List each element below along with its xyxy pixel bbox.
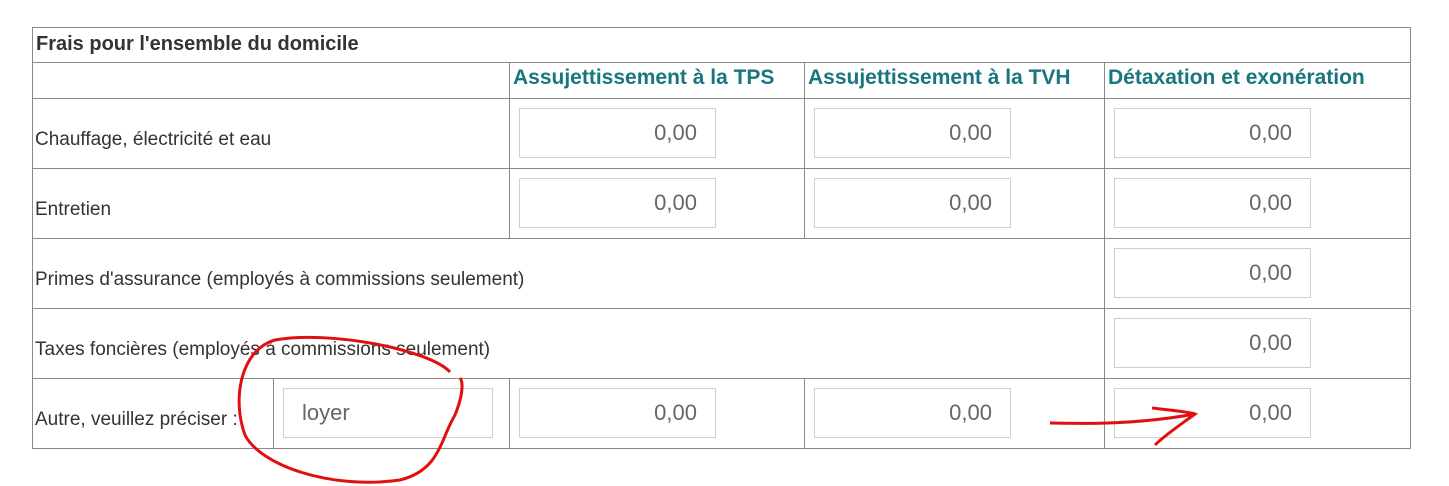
- divider: [32, 238, 1411, 239]
- table-border: [32, 27, 1411, 28]
- entretien-tvh-input[interactable]: 0,00: [814, 178, 1011, 228]
- row-label-taxes-foncieres: Taxes foncières (employés à commissions …: [35, 339, 491, 360]
- autre-tps-input[interactable]: 0,00: [519, 388, 716, 438]
- row-label-autre: Autre, veuillez préciser :: [35, 409, 238, 430]
- divider: [1410, 27, 1411, 449]
- autre-detaxation-input[interactable]: 0,00: [1114, 388, 1311, 438]
- row-label-entretien: Entretien: [35, 199, 112, 220]
- entretien-detaxation-input[interactable]: 0,00: [1114, 178, 1311, 228]
- autre-tvh-input[interactable]: 0,00: [814, 388, 1011, 438]
- column-header-tps: Assujettissement à la TPS: [513, 66, 775, 89]
- chauffage-tvh-input[interactable]: 0,00: [814, 108, 1011, 158]
- divider: [1104, 62, 1105, 449]
- divider: [32, 62, 1411, 63]
- entretien-tps-input[interactable]: 0,00: [519, 178, 716, 228]
- chauffage-detaxation-input[interactable]: 0,00: [1114, 108, 1311, 158]
- column-header-tvh: Assujettissement à la TVH: [808, 66, 1071, 89]
- divider: [273, 378, 274, 449]
- column-header-detaxation: Détaxation et exonération: [1108, 66, 1365, 89]
- divider: [804, 378, 805, 449]
- divider: [804, 62, 805, 238]
- autre-specify-input[interactable]: loyer: [283, 388, 493, 438]
- divider: [509, 62, 510, 238]
- divider: [32, 378, 1411, 379]
- section-title: Frais pour l'ensemble du domicile: [36, 33, 359, 55]
- chauffage-tps-input[interactable]: 0,00: [519, 108, 716, 158]
- row-label-assurance: Primes d'assurance (employés à commissio…: [35, 269, 525, 290]
- divider: [32, 168, 1411, 169]
- divider: [32, 98, 1411, 99]
- divider: [509, 378, 510, 449]
- row-label-chauffage: Chauffage, électricité et eau: [35, 129, 272, 150]
- divider: [32, 27, 33, 449]
- divider: [32, 308, 1411, 309]
- divider: [32, 448, 1411, 449]
- taxes-detaxation-input[interactable]: 0,00: [1114, 318, 1311, 368]
- assurance-detaxation-input[interactable]: 0,00: [1114, 248, 1311, 298]
